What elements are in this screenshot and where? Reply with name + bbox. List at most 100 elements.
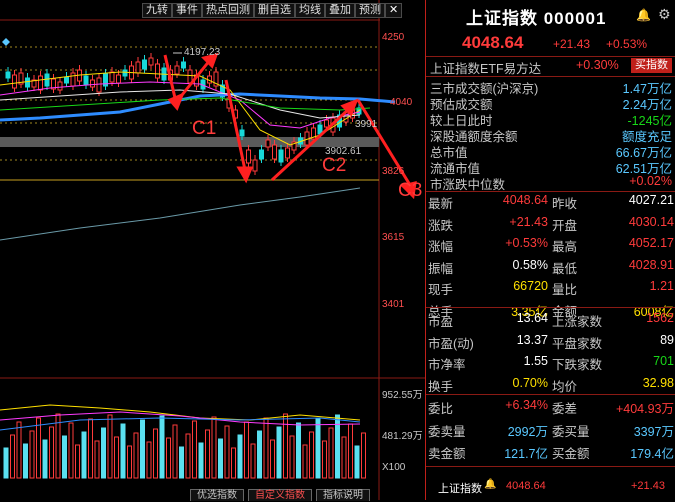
- toolbar-forecast-button[interactable]: 预测: [355, 3, 385, 18]
- flow-value: 62.51万亿: [615, 162, 672, 176]
- volume-bar: [231, 447, 236, 479]
- chart-toolbar: 九转 事件 热点回测 删自选 均线 叠加 预测 ✕: [142, 3, 403, 18]
- y-axis-label-2: 3826: [382, 166, 405, 177]
- candle: [90, 79, 95, 88]
- quote-value: 0.70%: [512, 375, 548, 390]
- candle: [25, 77, 30, 88]
- volume-bar: [341, 436, 347, 479]
- quote-row: 现手 66720 量比 1.21: [426, 279, 675, 297]
- flow-value: -1245亿: [627, 114, 672, 128]
- toolbar-hotspot-backtest-button[interactable]: 热点回测: [202, 3, 254, 18]
- tab-preferred-index[interactable]: 优选指数: [190, 489, 244, 501]
- volume-bar: [49, 426, 54, 479]
- bell-icon[interactable]: 🔔: [484, 479, 497, 490]
- quote-label: 上涨家数: [552, 315, 603, 329]
- flow-label: 预估成交额: [430, 98, 493, 112]
- volume-bar: [244, 421, 249, 479]
- quote-value: 66720: [513, 279, 548, 293]
- quote-label: 振幅: [428, 261, 454, 276]
- gear-icon[interactable]: ⚙: [658, 6, 671, 22]
- price-change-pct: +0.53%: [606, 37, 648, 51]
- volume-bar: [198, 442, 204, 479]
- candle: [174, 65, 180, 75]
- volume-bar: [120, 423, 126, 479]
- flow-label: 三市成交额(沪深京): [430, 82, 539, 96]
- flow-label: 流通市值: [430, 162, 481, 176]
- quote-label: 均价: [552, 379, 578, 394]
- footer-ticker[interactable]: 上证指数 🔔 4048.64 +21.43: [426, 472, 675, 500]
- candle: [324, 119, 329, 128]
- divider: [426, 76, 675, 77]
- toolbar-jiuzhuan-button[interactable]: 九转: [142, 3, 172, 18]
- toolbar-remove-watchlist-button[interactable]: 删自选: [254, 3, 295, 18]
- quote-value: 0.58%: [512, 257, 548, 272]
- quote-value: 4048.64: [502, 193, 548, 207]
- candle: [181, 61, 186, 69]
- volume-bar: [81, 431, 87, 479]
- toolbar-ma-button[interactable]: 均线: [295, 3, 325, 18]
- divider: [426, 394, 675, 395]
- quote-value: 179.4亿: [630, 447, 674, 461]
- quote-value: 3.35亿: [511, 304, 548, 319]
- divider: [426, 466, 675, 467]
- etf-row[interactable]: 上证指数ETF易方达 +0.30% 买指数: [426, 58, 675, 76]
- quote-value: 4030.14: [628, 214, 674, 229]
- quote-value: +404.93万: [615, 402, 674, 416]
- quote-value: +6.34%: [505, 398, 548, 412]
- toolbar-overlay-button[interactable]: 叠加: [325, 3, 355, 18]
- quote-label: 涨跌: [428, 218, 454, 233]
- candle: [142, 59, 147, 70]
- volume-bar: [153, 428, 158, 479]
- quote-label: 涨幅: [428, 240, 454, 254]
- quote-value: 701: [653, 354, 674, 368]
- etf-name[interactable]: 上证指数ETF易方达: [430, 62, 542, 76]
- quote-row: 委比 +6.34% 委差 +404.93万: [426, 398, 675, 416]
- flow-value: +0.02%: [629, 174, 672, 188]
- candle: [70, 72, 76, 87]
- candle: [311, 127, 316, 140]
- tab-custom-index[interactable]: 自定义指数: [248, 489, 312, 501]
- quote-label: 最高: [552, 240, 578, 254]
- quote-row: 换手 0.70% 均价 32.98: [426, 375, 675, 394]
- volume-bar: [159, 415, 165, 479]
- bell-icon[interactable]: 🔔: [636, 8, 651, 22]
- buy-index-button[interactable]: 买指数: [631, 58, 672, 73]
- volume-unit-label: X100: [382, 462, 406, 473]
- volume-bar: [29, 430, 35, 479]
- close-icon[interactable]: ✕: [385, 3, 403, 18]
- volume-bar: [179, 446, 184, 479]
- divider: [426, 56, 675, 57]
- volume-bar: [257, 430, 262, 479]
- volume-bar: [309, 431, 314, 479]
- kline-svg[interactable]: [0, 0, 425, 500]
- volume-bar: [322, 440, 327, 479]
- kline-chart-area[interactable]: 九转 事件 热点回测 删自选 均线 叠加 预测 ✕ 4250 4040 3826…: [0, 0, 425, 501]
- bottom-tab-bar: 优选指数 自定义指数 指标说明: [190, 489, 370, 501]
- volume-bar: [75, 444, 80, 479]
- flow-label: 深股通额度余额: [430, 130, 518, 144]
- volume-bar: [127, 445, 132, 479]
- flow-row: 深股通额度余额 额度充足: [426, 126, 675, 144]
- volume-bar: [133, 432, 139, 479]
- volume-bar: [270, 439, 275, 479]
- quote-value: 4028.91: [628, 257, 674, 272]
- volume-bar: [192, 420, 197, 479]
- candle: [265, 139, 271, 148]
- quote-label: 金额: [552, 304, 578, 319]
- candle: [31, 79, 37, 88]
- volume-bar: [16, 421, 22, 479]
- flow-label: 市涨跌中位数: [430, 178, 506, 192]
- y-axis-label-4: 3401: [382, 299, 405, 310]
- flow-row: 较上日此时 -1245亿: [426, 110, 675, 128]
- tab-indicator-help[interactable]: 指标说明: [316, 489, 370, 501]
- volume-bar: [172, 424, 178, 479]
- volume-bar: [348, 423, 353, 479]
- annotation-c1: C1: [192, 118, 217, 139]
- y-axis-label-current: 4040: [390, 97, 413, 108]
- quote-label: 现手: [428, 283, 454, 297]
- toolbar-event-button[interactable]: 事件: [172, 3, 202, 18]
- flow-row: 总市值 66.67万亿: [426, 142, 675, 160]
- y-axis-label-top: 4250: [382, 32, 405, 43]
- candle: [18, 72, 24, 85]
- quote-label: 最低: [552, 261, 578, 276]
